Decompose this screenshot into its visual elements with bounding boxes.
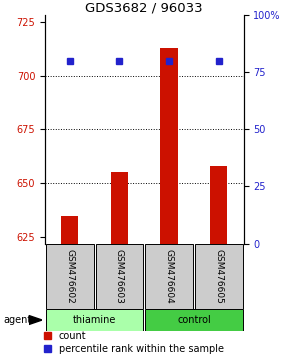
Text: GSM476602: GSM476602 xyxy=(65,249,74,304)
Text: control: control xyxy=(177,315,211,325)
Bar xyxy=(160,47,178,244)
Text: GSM476604: GSM476604 xyxy=(165,249,174,304)
Bar xyxy=(210,166,227,244)
Text: GSM476603: GSM476603 xyxy=(115,249,124,304)
Polygon shape xyxy=(29,315,42,325)
Text: thiamine: thiamine xyxy=(73,315,116,325)
Bar xyxy=(46,244,94,309)
Bar xyxy=(111,172,128,244)
Bar xyxy=(145,244,193,309)
Bar xyxy=(195,244,243,309)
Bar xyxy=(46,309,143,331)
Text: GSM476605: GSM476605 xyxy=(214,249,223,304)
Title: GDS3682 / 96033: GDS3682 / 96033 xyxy=(86,1,203,14)
Legend: count, percentile rank within the sample: count, percentile rank within the sample xyxy=(44,331,224,354)
Bar xyxy=(96,244,143,309)
Text: agent: agent xyxy=(3,315,31,325)
Bar xyxy=(61,216,79,244)
Bar xyxy=(145,309,243,331)
